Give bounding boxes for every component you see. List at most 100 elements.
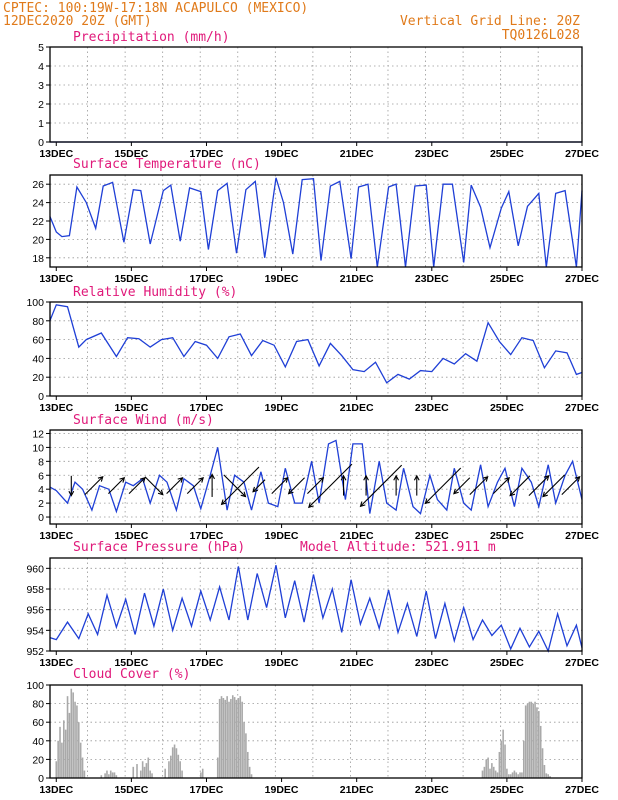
cloud-bar [57,740,59,778]
cloud-bar [170,755,172,778]
wind-arrow-shaft [528,475,550,496]
cloud-bar [534,701,536,778]
wind-ytick-label: 6 [38,470,44,482]
wind-arrow-head [308,502,314,509]
precip-ytick-label: 2 [38,99,44,111]
precip-xtick-label: 27DEC [565,148,599,160]
humidity-xtick-label: 19DEC [265,402,299,414]
cloud-bar [218,698,221,778]
cloud-bar [485,759,488,778]
wind-arrow [561,475,581,496]
wind-arrow [413,474,420,496]
humidity-title: Relative Humidity (%) [73,285,237,300]
wind-arrow-shaft [453,477,471,495]
cloud-bar [224,699,227,778]
cloud-ytick-label: 0 [38,773,44,785]
wind-panel: Surface Wind (m/s) 0 2 4 6 8 10 12 13DEC 15DEC 17D… [32,413,599,542]
wind-arrow [108,476,126,495]
wind-arrow [186,476,204,495]
cloud-bar [81,757,84,778]
wind-arrow [166,476,184,495]
cloud-bar [76,705,78,778]
wind-arrow-head [393,474,399,481]
temperature-ytick-label: 24 [32,198,44,210]
cloud-bar [483,766,486,778]
cloud-title: Cloud Cover (%) [73,667,190,682]
cloud-bar [528,701,531,778]
cloud-bar [108,774,110,778]
pressure-ytick-label: 952 [26,646,44,658]
cloud-bar [541,748,544,778]
wind-arrow-head [198,476,204,483]
cloud-bar [177,754,180,778]
wind-arrow-shaft [186,477,204,495]
cloud-bar [519,772,521,778]
cloud-bar [104,773,106,778]
cloud-bar [109,770,112,778]
temperature-xtick-label: 17DEC [190,273,224,285]
humidity-ytick-label: 40 [32,353,44,365]
wind-arrow-shaft [492,477,510,495]
cloud-bar [115,775,118,778]
temperature-frame [49,174,583,268]
cloud-bar [74,701,76,778]
wind-arrow-shaft [128,477,146,495]
cloud-bar [147,757,150,778]
wind-frame [49,429,583,525]
cloud-bar [164,768,166,778]
wind-arrow-head [97,475,104,482]
header-grid-line: Vertical Grid Line: 20Z [400,14,580,29]
cloud-bar [78,722,80,778]
wind-arrow [359,464,403,508]
cloud-bar [145,763,148,778]
cloud-bar [526,703,529,778]
wind-arrow [223,474,247,498]
cloud-ytick-label: 20 [32,754,44,766]
pressure-xtick-label: 23DEC [415,657,449,669]
cloud-bar [173,744,176,778]
wind-arrow-head [287,488,294,495]
cloud-bar [245,733,247,778]
precip-xtick-label: 19DEC [265,148,299,160]
wind-arrow-shaft [223,474,246,497]
cloud-bar [220,696,223,778]
humidity-xtick-label: 23DEC [415,402,449,414]
cloud-bar [246,751,249,778]
wind-arrow-shaft [360,464,403,507]
wind-arrow [469,475,489,496]
precip-title: Precipitation (mm/h) [73,30,230,45]
temperature-ytick-label: 20 [32,234,44,246]
wind-arrow [252,479,266,493]
humidity-xtick-label: 27DEC [565,402,599,414]
pressure-frame [49,557,583,652]
cloud-bar [530,701,533,778]
cloud-bar [243,722,245,778]
wind-line [49,439,583,515]
pressure-ytick-label: 958 [26,584,44,596]
cloud-bar [216,757,219,778]
pressure-xtick-label: 17DEC [190,657,224,669]
cloud-bar [70,688,73,778]
pressure-xtick-label: 13DEC [39,657,73,669]
precip-xtick-label: 17DEC [190,148,224,160]
wind-arrow-head [177,476,184,483]
cloud-bar [181,770,183,778]
cloud-bar [179,761,181,778]
wind-arrow-head [209,473,215,480]
precip-ytick-label: 4 [38,61,44,73]
precip-ytick-label: 3 [38,80,44,92]
pressure-ytick-label: 956 [26,605,44,617]
cloud-bar [532,703,534,778]
cloud-xtick-label: 25DEC [490,784,524,796]
cloud-bar [201,768,204,778]
cloud-bar [511,772,514,778]
pressure-line [49,565,583,653]
cloud-bar [106,770,108,778]
wind-arrow-head [157,489,164,496]
precip-xtick-label: 25DEC [490,148,524,160]
pressure-xtick-label: 19DEC [265,657,299,669]
wind-xtick-label: 17DEC [190,530,224,542]
precip-panel: Precipitation (mm/h) 0 1 2 3 4 5 13DEC 15DEC 17DE… [38,30,599,160]
cloud-xtick-label: 27DEC [565,784,599,796]
wind-arrow [68,475,75,497]
